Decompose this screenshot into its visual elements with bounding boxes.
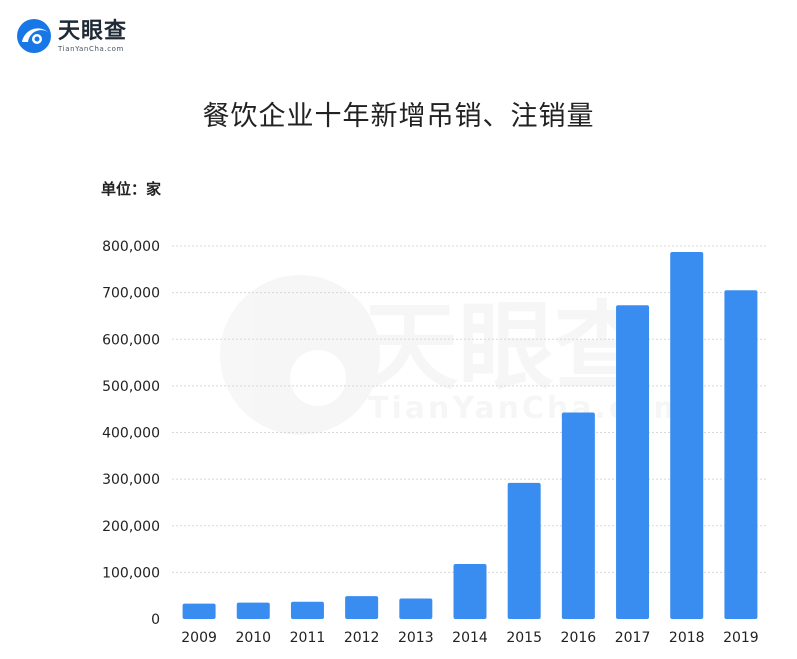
bar-2011 <box>290 601 324 619</box>
x-tick-label: 2011 <box>290 630 326 646</box>
bar-2013 <box>399 598 433 619</box>
bar-2019 <box>724 290 758 619</box>
bar-2015 <box>507 482 541 619</box>
x-tick-label: 2016 <box>561 630 597 646</box>
y-tick-label: 400,000 <box>102 426 160 442</box>
bar-2010 <box>236 602 270 619</box>
tianyancha-logo-icon <box>17 19 51 53</box>
y-tick-label: 800,000 <box>102 239 160 255</box>
y-tick-label: 300,000 <box>102 472 160 488</box>
x-tick-label: 2010 <box>235 630 271 646</box>
x-tick-label: 2009 <box>181 630 217 646</box>
x-tick-label: 2017 <box>615 630 651 646</box>
x-tick-label: 2012 <box>344 630 380 646</box>
y-tick-label: 200,000 <box>102 519 160 535</box>
x-tick-label: 2013 <box>398 630 434 646</box>
y-tick-label: 700,000 <box>102 286 160 302</box>
tianyancha-logo: 天眼查 TianYanCha.com <box>14 16 127 56</box>
bar-2016 <box>561 412 595 619</box>
x-tick-label: 2015 <box>506 630 542 646</box>
chart-title: 餐饮企业十年新增吊销、注销量 <box>202 101 595 132</box>
bar-2017 <box>616 305 650 619</box>
logo-name-cn: 天眼查 <box>58 18 128 44</box>
x-tick-label: 2019 <box>723 630 759 646</box>
y-tick-label: 100,000 <box>102 565 160 581</box>
x-tick-label: 2014 <box>452 630 488 646</box>
bar-2018 <box>670 252 704 619</box>
bar-2012 <box>345 596 379 619</box>
y-tick-label: 0 <box>151 612 160 628</box>
x-tick-label: 2018 <box>669 630 705 646</box>
logo-name-en: TianYanCha.com <box>58 44 124 53</box>
unit-label: 单位：家 <box>101 180 162 198</box>
watermark-name-cn: 天眼查 <box>362 291 650 403</box>
y-tick-label: 600,000 <box>102 332 160 348</box>
bar-2014 <box>453 563 487 619</box>
bar-2009 <box>182 603 216 619</box>
y-tick-label: 500,000 <box>102 379 160 395</box>
